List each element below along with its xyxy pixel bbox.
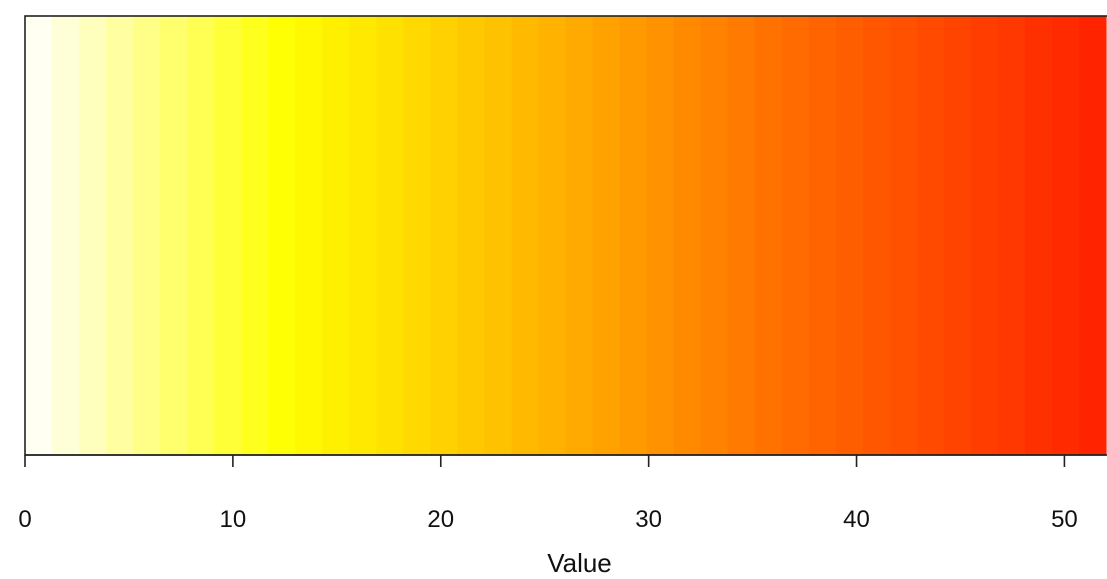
color-cell	[376, 16, 404, 455]
color-cell	[1024, 16, 1053, 455]
color-cell	[781, 16, 810, 455]
color-cell	[916, 16, 945, 455]
color-cell	[943, 16, 972, 455]
color-cell	[484, 16, 513, 455]
color-cell	[25, 16, 53, 455]
color-cell	[241, 16, 269, 455]
color-cell	[700, 16, 729, 455]
color-cell	[79, 16, 107, 455]
x-axis-title: Value	[547, 548, 612, 578]
color-cell	[970, 16, 999, 455]
color-cell	[538, 16, 567, 455]
x-tick-label: 0	[18, 506, 31, 533]
color-cell	[754, 16, 783, 455]
color-cell	[1051, 16, 1080, 455]
color-cell	[808, 16, 837, 455]
color-cell	[673, 16, 702, 455]
x-tick-label: 30	[635, 506, 662, 533]
x-ticks: 0 10 20 30 40 50	[18, 455, 1078, 533]
x-tick-label: 50	[1051, 506, 1078, 533]
color-cell	[835, 16, 864, 455]
colorbar-cells	[25, 16, 1107, 455]
color-cell	[511, 16, 540, 455]
color-cell	[403, 16, 431, 455]
color-cell	[214, 16, 242, 455]
color-cell	[592, 16, 621, 455]
x-tick-label: 10	[220, 506, 247, 533]
color-cell	[133, 16, 161, 455]
color-cell	[268, 16, 296, 455]
x-axis: 0 10 20 30 40 50	[18, 454, 1106, 533]
color-cell	[889, 16, 918, 455]
x-tick-label: 40	[843, 506, 870, 533]
color-cell	[52, 16, 80, 455]
color-cell	[106, 16, 134, 455]
x-tick-label: 20	[427, 506, 454, 533]
color-cell	[457, 16, 486, 455]
color-cell	[1078, 16, 1107, 455]
color-cell	[187, 16, 215, 455]
color-cell	[646, 16, 675, 455]
color-cell	[160, 16, 188, 455]
color-cell	[430, 16, 459, 455]
color-cell	[997, 16, 1026, 455]
color-cell	[322, 16, 350, 455]
color-cell	[565, 16, 594, 455]
color-cell	[619, 16, 648, 455]
color-cell	[349, 16, 377, 455]
color-cell	[862, 16, 891, 455]
color-cell	[295, 16, 323, 455]
color-cell	[727, 16, 756, 455]
